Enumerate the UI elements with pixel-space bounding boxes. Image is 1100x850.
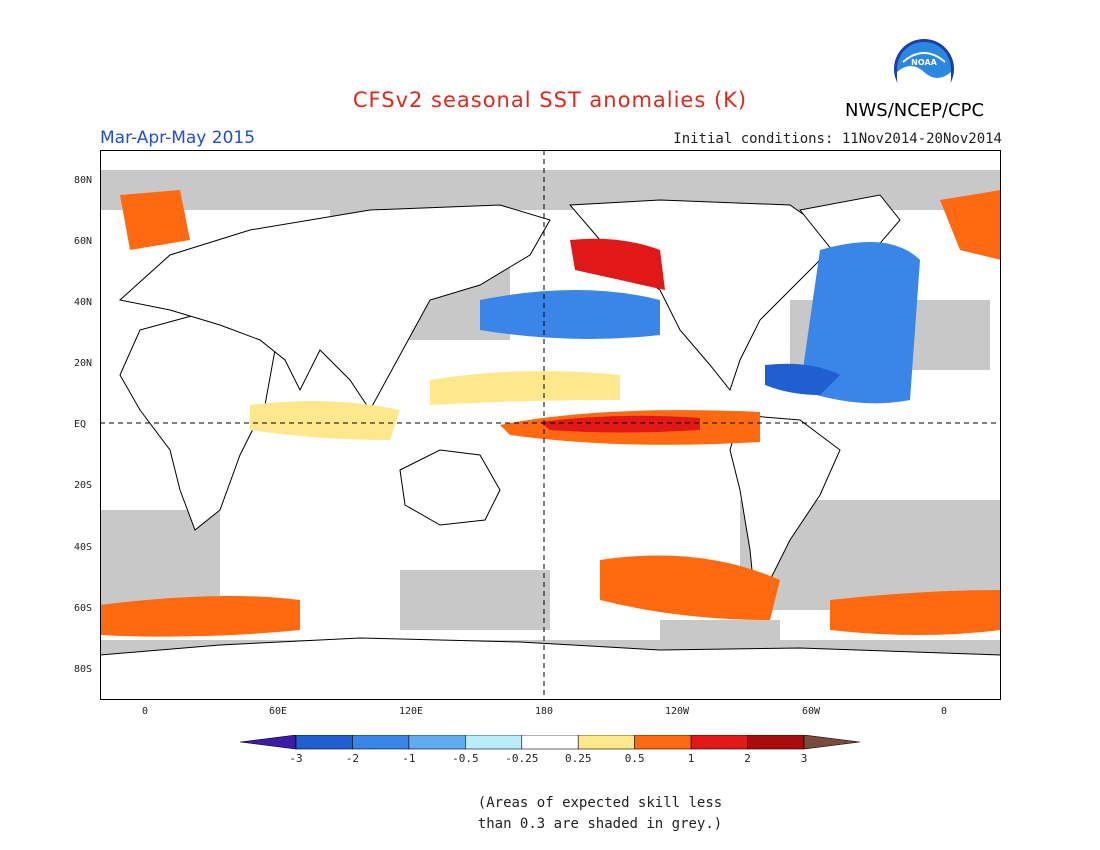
color-bar-cell <box>352 735 410 750</box>
chart-title: CFSv2 seasonal SST anomalies (K) <box>352 88 748 112</box>
lat-label-eq: EQ <box>74 419 87 430</box>
color-bar-low-extend <box>240 735 297 750</box>
lat-label-80n: 80N <box>74 175 93 186</box>
sst-anomaly-map <box>100 150 1001 700</box>
footnote-line-1: (Areas of expected skill less <box>477 795 723 811</box>
north-pacific-cold-anomaly <box>480 290 660 339</box>
color-bar-tick-label: -3 <box>289 752 303 765</box>
color-bar-tick-label: -0.5 <box>452 752 479 765</box>
color-bar <box>240 735 860 750</box>
lon-label-120e: 120E <box>398 706 424 717</box>
noaa-logo: NOAA <box>894 39 954 100</box>
anomaly-shading <box>100 190 1001 637</box>
color-bar-cell <box>577 735 635 750</box>
color-bar-cell <box>521 735 579 750</box>
logo-text: NOAA <box>911 58 937 67</box>
land-masses <box>100 194 1001 700</box>
color-bar-tick-label: 2 <box>744 752 751 765</box>
initial-conditions-label: Initial conditions: 11Nov2014-20Nov2014 <box>673 131 1002 147</box>
color-bar-cell <box>690 735 748 750</box>
color-bar-cell <box>408 735 466 750</box>
color-bar-tick-label: -1 <box>402 752 416 765</box>
lon-label-0: 0 <box>141 706 149 717</box>
lat-label-40s: 40S <box>74 542 93 553</box>
color-bar-high-extend <box>803 735 860 750</box>
lat-label-60s: 60S <box>74 603 93 614</box>
color-bar-tick-label: 3 <box>800 752 808 765</box>
skill-footnote: (Areas of expected skill less than 0.3 a… <box>470 793 730 835</box>
lat-label-60n: 60N <box>74 236 93 247</box>
lat-label-20s: 20S <box>74 480 93 491</box>
season-label: Mar-Apr-May 2015 <box>100 128 256 148</box>
lon-label-0-east: 0 <box>940 706 948 717</box>
north-atlantic-cold-anomaly <box>800 242 920 404</box>
lon-label-60e: 60E <box>268 706 288 717</box>
lat-label-20n: 20N <box>74 358 93 369</box>
agency-label: NWS/NCEP/CPC <box>845 100 985 121</box>
color-bar-tick-label: 0.5 <box>624 752 645 765</box>
color-bar-cell <box>634 735 692 750</box>
lat-label-40n: 40N <box>74 297 93 308</box>
lon-label-120w: 120W <box>664 706 690 717</box>
color-bar-cell <box>465 735 523 750</box>
color-bar-tick-label: 1 <box>687 752 695 765</box>
map-frame <box>100 150 1001 700</box>
footnote-line-2: than 0.3 are shaded in grey.) <box>477 816 723 832</box>
color-bar-cell <box>747 735 805 750</box>
color-bar-tick-label: -0.25 <box>505 752 539 765</box>
color-bar-tick-label: -2 <box>345 752 360 765</box>
lon-label-60w: 60W <box>801 706 821 717</box>
southern-ocean-warm-anomaly <box>100 596 300 637</box>
lat-label-80s: 80S <box>74 664 93 675</box>
lon-label-180: 180 <box>534 706 554 717</box>
color-bar-tick-label: 0.25 <box>564 752 592 765</box>
color-bar-cell <box>295 735 353 750</box>
